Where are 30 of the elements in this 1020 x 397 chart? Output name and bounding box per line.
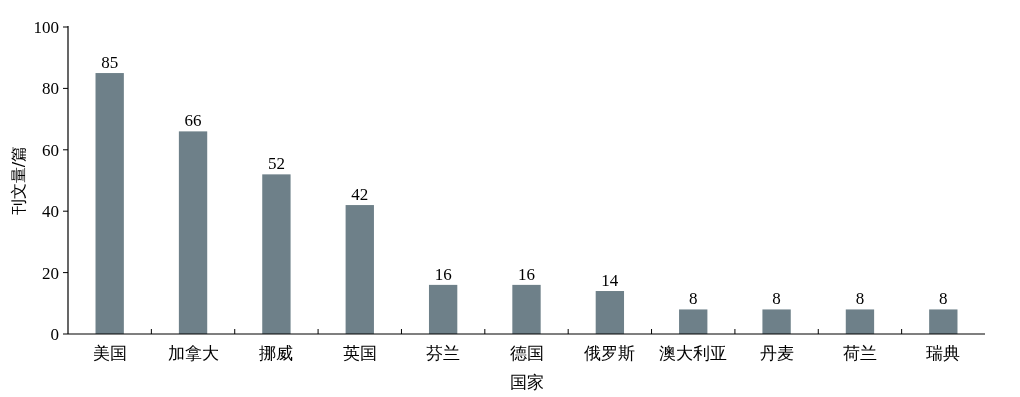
x-tick-label: 德国: [509, 343, 544, 363]
data-label: 16: [434, 264, 452, 284]
data-label: 8: [939, 289, 948, 309]
data-label: 85: [101, 53, 119, 73]
data-label: 8: [688, 289, 698, 309]
y-tick-label: 20: [42, 263, 59, 283]
y-tick-label: 0: [50, 325, 59, 344]
data-label: 66: [184, 111, 202, 131]
y-axis-title: 刊文量/篇: [9, 145, 28, 216]
data-label: 8: [772, 289, 781, 309]
data-label: 16: [518, 264, 535, 284]
data-label: 42: [351, 185, 369, 205]
y-tick-label: 80: [42, 79, 59, 99]
data-label: 14: [601, 271, 619, 291]
x-tick-label: 英国: [342, 343, 377, 363]
x-tick-label: 俄罗斯: [584, 343, 636, 363]
x-tick-label: 美国: [92, 343, 127, 363]
data-label: 8: [855, 289, 865, 309]
x-tick-label: 荷兰: [842, 343, 877, 363]
y-tick-label: 40: [42, 202, 59, 222]
x-tick-label: 丹麦: [759, 343, 794, 363]
x-tick-label: 芬兰: [426, 343, 461, 363]
y-tick-label: 100: [33, 18, 59, 37]
data-label: 52: [267, 154, 285, 174]
x-tick-label: 挪威: [259, 343, 294, 363]
y-tick-label: 60: [42, 140, 59, 160]
x-axis-title: 国家: [509, 372, 544, 392]
x-tick-label: 瑞典: [926, 343, 961, 363]
x-tick-label: 加拿大: [167, 343, 219, 363]
x-tick-label: 澳大利亚: [659, 343, 728, 363]
